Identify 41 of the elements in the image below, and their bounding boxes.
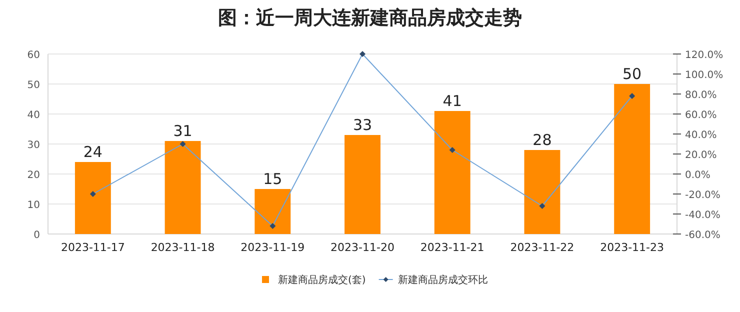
y2-tick-label: 60.0% — [685, 110, 717, 121]
bar — [524, 150, 560, 234]
x-tick-label: 2023-11-23 — [600, 241, 664, 254]
y2-tick-label: -60.0% — [685, 230, 720, 241]
bar — [74, 162, 111, 234]
y-tick-label: 30 — [27, 140, 40, 151]
y2-tick-label: 20.0% — [685, 150, 717, 161]
legend-label: 新建商品房成交环比 — [398, 274, 488, 286]
x-tick-label: 2023-11-19 — [240, 241, 305, 254]
y2-tick-label: 0.0% — [685, 170, 710, 181]
data-label: 41 — [442, 92, 462, 110]
data-label: 28 — [532, 131, 552, 149]
y2-tick-label: 120.0% — [685, 50, 724, 61]
y2-tick-label: 100.0% — [685, 70, 724, 81]
legend-label: 新建商品房成交(套) — [278, 274, 366, 286]
data-label: 31 — [173, 122, 192, 140]
x-tick-label: 2023-11-20 — [330, 241, 394, 254]
x-tick-label: 2023-11-22 — [510, 241, 574, 254]
chart-title: 图：近一周大连新建商品房成交走势 — [218, 7, 522, 29]
data-label: 15 — [263, 170, 282, 188]
bar — [614, 84, 650, 234]
y-tick-label: 50 — [27, 80, 40, 91]
y-tick-label: 0 — [34, 230, 40, 241]
y-tick-label: 60 — [27, 50, 40, 61]
y2-tick-label: -40.0% — [685, 210, 720, 221]
y-tick-label: 10 — [27, 200, 40, 211]
bar — [254, 189, 291, 234]
y-tick-label: 40 — [27, 110, 40, 121]
bar — [164, 141, 201, 234]
y2-tick-label: -20.0% — [685, 190, 720, 201]
y2-tick-label: 40.0% — [685, 130, 717, 141]
data-label: 50 — [622, 65, 642, 83]
x-tick-label: 2023-11-21 — [420, 241, 484, 254]
x-tick-label: 2023-11-17 — [60, 241, 125, 254]
y-tick-label: 20 — [27, 170, 40, 181]
bar — [434, 111, 470, 234]
y2-tick-label: 80.0% — [685, 90, 717, 101]
bar — [344, 135, 380, 234]
data-label: 33 — [352, 116, 372, 134]
x-tick-label: 2023-11-18 — [150, 241, 215, 254]
data-label: 24 — [83, 143, 102, 161]
